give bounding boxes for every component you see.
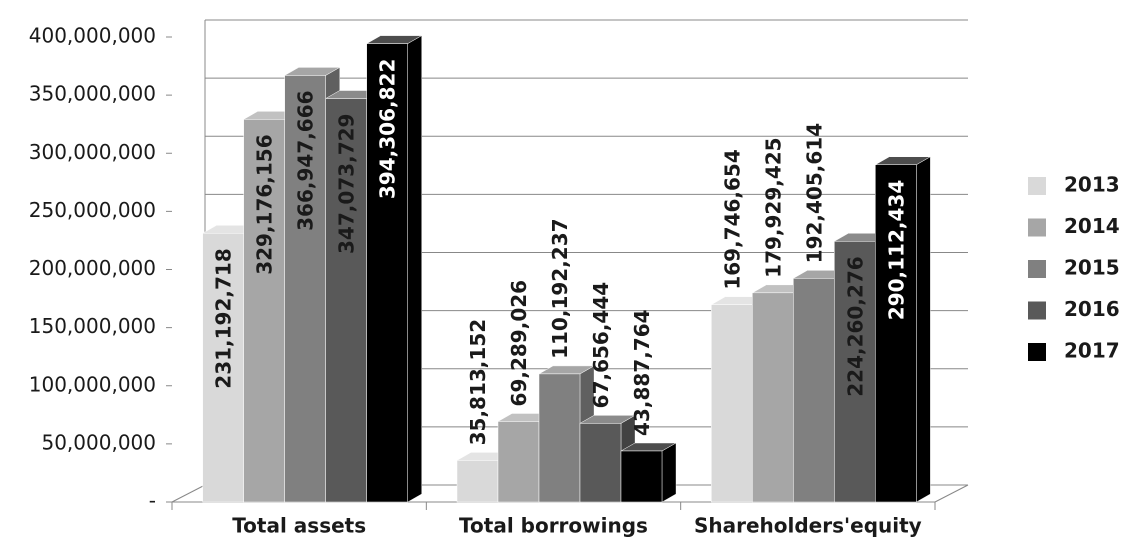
floor-right	[934, 484, 969, 503]
bar-top-shade	[366, 35, 422, 44]
floor-left	[171, 484, 206, 503]
bar-top-shade	[580, 415, 635, 424]
y-tick-label: 100,000,000	[29, 372, 156, 396]
bar-top-shade	[621, 442, 676, 451]
data-label: 35,813,152	[466, 319, 490, 446]
bar	[875, 164, 917, 503]
data-label: 169,746,654	[720, 149, 744, 289]
bar	[366, 43, 408, 503]
data-label: 329,176,156	[253, 134, 277, 274]
legend-swatch	[1028, 301, 1046, 320]
data-label: 366,947,666	[294, 90, 318, 230]
data-label: 224,260,276	[843, 256, 867, 396]
bar	[243, 119, 285, 503]
legend-swatch	[1028, 343, 1046, 361]
data-label: 43,887,764	[630, 309, 654, 436]
y-tick-label: 50,000,000	[41, 430, 156, 454]
bar	[202, 232, 244, 503]
bar	[538, 373, 581, 503]
data-label: 394,306,822	[376, 59, 400, 199]
legend-label: 2014	[1064, 214, 1120, 238]
bar	[497, 421, 540, 503]
data-label: 110,192,237	[548, 218, 572, 358]
legend-swatch	[1028, 177, 1046, 195]
legend-label: 2017	[1064, 339, 1120, 363]
bar-top-shade	[875, 156, 931, 165]
y-tick-label: 400,000,000	[29, 24, 156, 48]
bar	[284, 75, 326, 503]
y-tick-label: 150,000,000	[29, 314, 156, 338]
bar-side-shade	[407, 35, 422, 503]
bar	[711, 304, 753, 503]
data-label: 67,656,444	[589, 282, 613, 409]
bar-side-shade	[916, 156, 931, 502]
bar	[579, 423, 622, 503]
x-tick-label: Total borrowings	[459, 514, 648, 538]
legend-swatch	[1028, 218, 1046, 237]
data-label: 179,929,425	[761, 137, 785, 277]
legend-label: 2013	[1064, 173, 1120, 197]
bar	[325, 98, 367, 503]
y-tick-label: 200,000,000	[29, 256, 156, 280]
legend-label: 2015	[1064, 256, 1120, 280]
data-label: 69,289,026	[507, 280, 531, 407]
x-tick-label: Shareholders'equity	[694, 514, 922, 538]
bar	[752, 292, 794, 503]
x-tick-label: Total assets	[232, 514, 366, 538]
y-tick-label: 350,000,000	[29, 82, 156, 106]
bar-top-shade	[284, 67, 340, 76]
y-tick-label: 300,000,000	[29, 140, 156, 164]
bar	[834, 241, 876, 503]
y-tick-label: 250,000,000	[29, 198, 156, 222]
data-label: 192,405,614	[802, 123, 826, 263]
legend-label: 2016	[1064, 297, 1120, 321]
bar-top-shade	[539, 365, 594, 374]
data-label: 290,112,434	[884, 180, 908, 320]
data-label: 231,192,718	[212, 248, 236, 388]
data-label: 347,073,729	[335, 114, 359, 254]
bar	[793, 278, 835, 503]
y-tick-label: -	[149, 489, 156, 513]
bar	[456, 460, 499, 503]
bar	[620, 450, 663, 503]
legend-swatch	[1028, 260, 1046, 278]
bar-side-shade	[662, 442, 676, 502]
